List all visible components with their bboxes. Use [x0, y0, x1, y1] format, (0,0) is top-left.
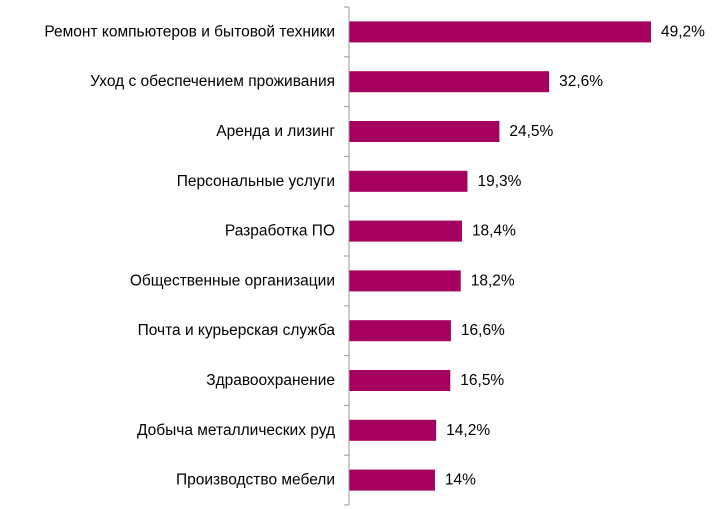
category-label: Аренда и лизинг	[216, 123, 335, 140]
bar	[349, 21, 651, 43]
category-label: Ремонт компьютеров и бытовой техники	[44, 23, 335, 40]
data-label: 32,6%	[559, 73, 603, 90]
category-label: Здравоохранение	[206, 372, 335, 389]
bar	[349, 370, 451, 391]
value-labels: 49,2% 32,6% 24,5% 19,3% 18,4% 18,2% 16,6% 16,5%…	[445, 23, 705, 488]
bar	[349, 220, 462, 242]
data-label: 24,5%	[509, 123, 553, 140]
category-label: Производство мебели	[176, 472, 335, 489]
bar	[349, 419, 437, 441]
bar	[349, 71, 550, 93]
bar	[349, 320, 451, 342]
category-label: Разработка ПО	[225, 223, 335, 240]
bar	[349, 170, 468, 192]
data-label: 16,6%	[461, 322, 505, 339]
bar	[349, 121, 500, 142]
bars	[349, 21, 651, 491]
category-label: Уход с обеспечением проживания	[90, 73, 335, 90]
data-label: 14,2%	[446, 422, 490, 439]
data-label: 49,2%	[661, 23, 705, 40]
category-label: Персональные услуги	[177, 173, 335, 190]
bar	[349, 469, 435, 491]
data-label: 16,5%	[460, 372, 504, 389]
data-label: 19,3%	[477, 173, 521, 190]
category-label: Почта и курьерская служба	[138, 322, 336, 339]
data-label: 14%	[445, 472, 476, 489]
category-label: Добыча металлических руд	[137, 422, 335, 439]
data-label: 18,4%	[472, 223, 516, 240]
category-label: Общественные организации	[130, 272, 335, 289]
category-labels: Ремонт компьютеров и бытовой техники Уход…	[44, 23, 335, 488]
bar	[349, 270, 461, 292]
data-label: 18,2%	[471, 272, 515, 289]
axis-ticks	[344, 6, 349, 506]
